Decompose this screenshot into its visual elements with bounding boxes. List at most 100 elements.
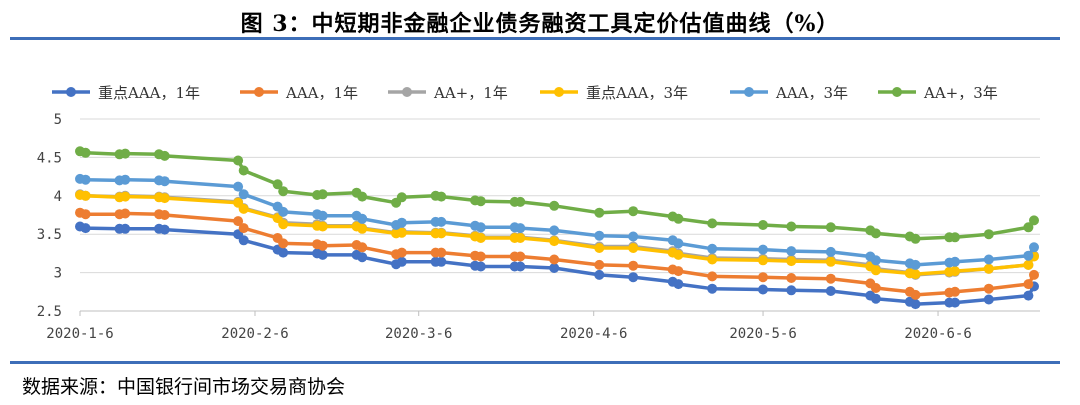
data-point: [910, 233, 921, 244]
data-point: [707, 283, 718, 294]
data-point: [1023, 222, 1034, 233]
data-point: [317, 240, 328, 251]
data-point: [396, 217, 407, 228]
data-point: [233, 181, 244, 192]
data-point: [786, 256, 797, 267]
data-point: [515, 233, 526, 243]
data-point: [549, 200, 560, 211]
data-point: [825, 256, 836, 267]
data-point: [317, 221, 328, 232]
data-point: [950, 286, 960, 297]
data-point: [594, 269, 605, 280]
legend-swatch-marker: [554, 87, 564, 97]
data-point: [950, 266, 960, 277]
data-point: [120, 174, 131, 185]
data-point: [1023, 250, 1034, 261]
legend-item: AAA，3年: [730, 84, 848, 102]
legend-item: 重点AAA，3年: [540, 84, 688, 102]
data-point: [515, 261, 526, 272]
data-point: [628, 206, 639, 217]
data-point: [80, 190, 91, 201]
data-point: [825, 246, 836, 257]
data-point: [475, 261, 486, 272]
line-chart: 5 4.5 4 3.5 3 2.5 2020-1-6 2020-2-6 2020-3-6 2020…: [37, 84, 1040, 342]
data-point: [758, 255, 768, 266]
data-point: [983, 294, 994, 305]
data-point: [950, 256, 960, 267]
legend-item: AA+，3年: [878, 84, 998, 102]
series-5: [75, 173, 1039, 270]
data-point: [786, 285, 797, 296]
data-point: [1029, 242, 1039, 253]
legend-item: AA+，1年: [388, 84, 508, 102]
data-point: [396, 192, 407, 203]
data-point: [549, 225, 560, 236]
data-point: [357, 213, 368, 224]
legend: 重点AAA，1年 AAA，1年 AA+，1年 重点AAA，3年 AAA，3年 AA+，3年: [52, 84, 998, 102]
data-point: [628, 231, 639, 242]
data-point: [278, 238, 289, 249]
legend-swatch-marker: [254, 87, 264, 97]
data-point: [238, 189, 249, 200]
data-point: [673, 238, 684, 249]
data-point: [80, 147, 91, 158]
data-point: [515, 251, 526, 262]
data-point: [758, 272, 768, 283]
data-point: [475, 196, 486, 207]
data-point: [594, 207, 605, 218]
y-tick-label: 3: [54, 266, 62, 282]
data-point: [515, 196, 526, 207]
data-point: [983, 229, 994, 240]
data-point: [278, 206, 289, 217]
data-point: [950, 232, 960, 243]
data-point: [673, 213, 684, 224]
data-point: [870, 255, 881, 266]
data-point: [707, 218, 718, 229]
data-point: [983, 254, 994, 265]
data-point: [80, 174, 91, 185]
data-point: [786, 221, 797, 232]
legend-label: AA+，3年: [923, 84, 998, 102]
data-point: [1023, 290, 1034, 301]
data-point: [159, 150, 170, 161]
data-point: [758, 244, 768, 255]
data-point: [910, 269, 921, 280]
data-point: [1023, 259, 1034, 270]
data-point: [870, 283, 881, 293]
y-tick-label: 4: [54, 189, 62, 205]
data-point: [758, 284, 768, 295]
data-point: [233, 216, 244, 227]
top-rule: [10, 37, 1060, 40]
data-point: [549, 254, 560, 265]
data-point: [1023, 279, 1034, 290]
grid-lines: [80, 118, 1040, 274]
data-point: [825, 222, 836, 233]
data-point: [707, 271, 718, 282]
data-point: [594, 243, 605, 253]
data-point: [120, 208, 131, 219]
data-point: [870, 265, 881, 276]
data-point: [475, 251, 486, 262]
data-point: [159, 224, 170, 235]
y-tick-label: 5: [54, 112, 62, 128]
data-point: [436, 216, 447, 227]
data-point: [120, 191, 131, 202]
data-point: [317, 249, 328, 260]
data-point: [272, 179, 283, 190]
data-point: [396, 256, 407, 267]
data-point: [80, 209, 91, 220]
data-point: [549, 263, 560, 273]
series-4: [75, 190, 1039, 280]
x-tick-label: 2020-6-6: [904, 326, 971, 342]
data-point: [238, 223, 249, 234]
legend-swatch-marker: [402, 87, 412, 97]
data-point: [950, 297, 960, 308]
axes: 5 4.5 4 3.5 3 2.5 2020-1-6 2020-2-6 2020-3-6 2020…: [37, 112, 1040, 342]
y-tick-label: 3.5: [37, 227, 62, 243]
data-point: [707, 243, 718, 254]
data-point: [238, 165, 249, 176]
data-point: [278, 247, 289, 258]
series-line: [79, 149, 1036, 241]
data-point: [436, 256, 447, 267]
data-point: [120, 148, 131, 159]
